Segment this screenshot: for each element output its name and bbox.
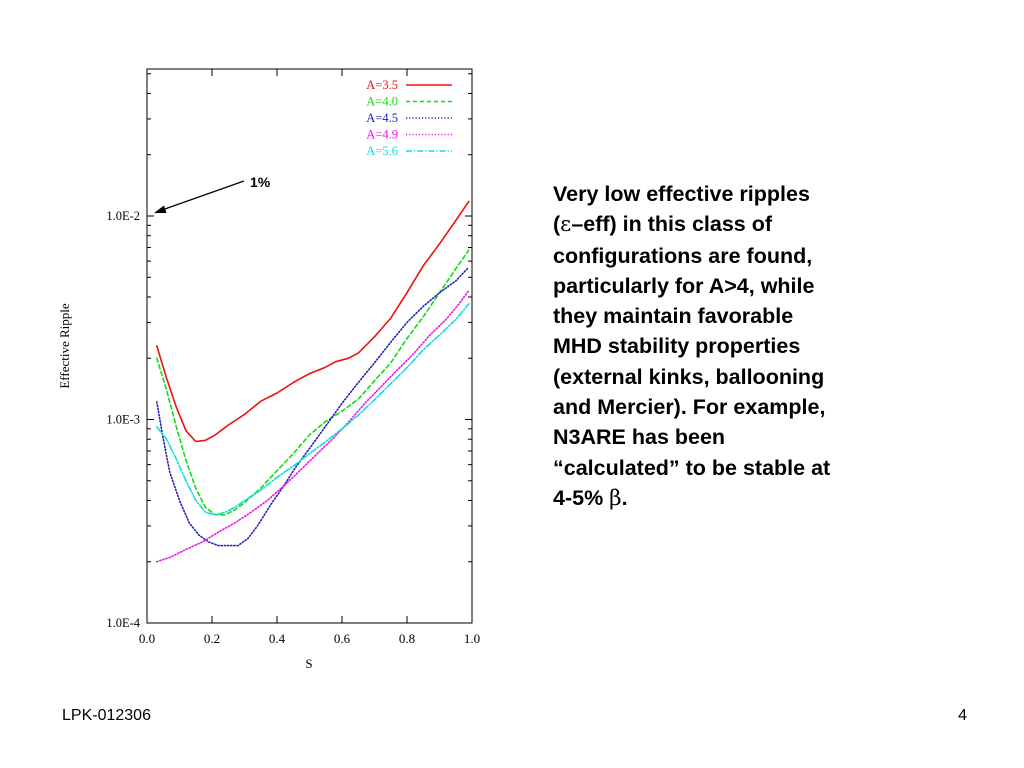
text-line-10: “calculated” to be stable at	[553, 455, 831, 480]
legend-label: A=4.5	[366, 111, 398, 125]
annotation-label: 1%	[250, 174, 271, 190]
description-text: Very low effective ripples (ε–eff) in th…	[553, 179, 903, 514]
series-line-a-3-5	[156, 200, 470, 443]
x-tick-label: 0.4	[269, 631, 286, 646]
legend-label: A=4.9	[366, 128, 398, 142]
text-line: “calculated” to be stable at	[553, 453, 903, 483]
x-tick-label: 1.0	[464, 631, 480, 646]
text-line: they maintain favorable	[553, 301, 903, 331]
text-line: particularly for A>4, while	[553, 271, 903, 301]
text-line-11-end: .	[621, 485, 628, 510]
legend: A=3.5 A=4.0 A=4.5 A=4.9 A=5.6	[366, 78, 452, 158]
x-tick-label: 0.8	[399, 631, 415, 646]
text-line-1: Very low effective ripples	[553, 182, 810, 206]
legend-label: A=3.5	[366, 78, 398, 92]
series-line-a-5-6	[156, 303, 470, 516]
text-line-2-open: (	[553, 212, 561, 237]
series-lines	[156, 200, 470, 563]
text-line: Very low effective ripples	[553, 179, 903, 209]
annotation-arrow-line	[161, 180, 245, 211]
text-line-11-start: 4-5%	[553, 485, 610, 510]
series-line-a-4-5	[156, 266, 470, 547]
text-line-9: N3ARE has been	[553, 425, 726, 450]
x-tick-label: 0.6	[334, 631, 351, 646]
text-line: configurations are found,	[553, 241, 903, 271]
y-tick-label: 1.0E-3	[106, 413, 140, 427]
x-axis-label: S	[305, 656, 312, 671]
beta-symbol: β	[609, 485, 622, 511]
annotation-arrow-head	[154, 205, 167, 213]
x-tick-label: 0.2	[204, 631, 220, 646]
y-axis-label: Effective Ripple	[57, 303, 72, 389]
y-tick-label: 1.0E-4	[106, 616, 140, 630]
text-line: MHD stability properties	[553, 331, 903, 361]
page-number: 4	[958, 707, 967, 724]
epsilon-symbol: ε	[560, 212, 572, 238]
text-line-3: configurations are found,	[553, 243, 813, 268]
text-line: 4-5% β.	[553, 483, 903, 514]
axis-ticks	[146, 69, 473, 624]
text-line-4: particularly for A>4, while	[553, 273, 815, 298]
legend-label: A=4.0	[366, 95, 398, 109]
text-line-6: MHD stability properties	[553, 334, 801, 359]
series-line-a-4-9	[156, 289, 470, 563]
legend-label: A=5.6	[366, 144, 398, 158]
text-line-2-rest: –eff) in this class of	[571, 212, 773, 237]
y-tick-label: 1.0E-2	[106, 209, 140, 223]
text-line: (ε–eff) in this class of	[553, 209, 903, 240]
text-line: N3ARE has been	[553, 422, 903, 452]
text-line: (external kinks, ballooning	[553, 362, 903, 392]
text-line-8: and Mercier). For example,	[553, 395, 826, 420]
x-tick-label: 0.0	[139, 631, 155, 646]
text-line: and Mercier). For example,	[553, 392, 903, 422]
series-line-a-4-0	[156, 249, 470, 516]
axis-tick-labels: 0.0 0.2 0.4 0.6 0.8 1.0 1.0E-4 1.0E-3 1.0E-2	[106, 209, 480, 646]
text-line-7: (external kinks, ballooning	[553, 364, 825, 389]
plot-frame	[146, 68, 473, 624]
footer-slide-id: LPK-012306	[62, 707, 151, 724]
text-line-5: they maintain favorable	[553, 304, 794, 329]
